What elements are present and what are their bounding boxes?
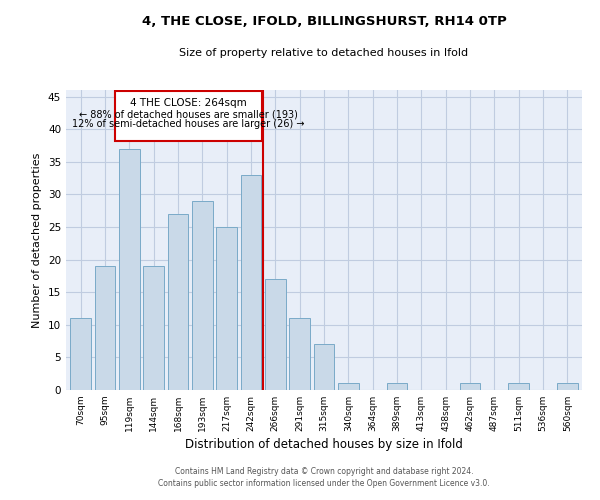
Bar bbox=[508, 384, 529, 390]
Bar bbox=[95, 266, 115, 390]
Text: 12% of semi-detached houses are larger (26) →: 12% of semi-detached houses are larger (… bbox=[72, 120, 305, 130]
Bar bbox=[241, 175, 262, 390]
Text: Contains public sector information licensed under the Open Government Licence v3: Contains public sector information licen… bbox=[158, 478, 490, 488]
Bar bbox=[338, 384, 359, 390]
Bar bbox=[70, 318, 91, 390]
Bar bbox=[143, 266, 164, 390]
Text: 4 THE CLOSE: 264sqm: 4 THE CLOSE: 264sqm bbox=[130, 98, 247, 108]
Text: 4, THE CLOSE, IFOLD, BILLINGSHURST, RH14 0TP: 4, THE CLOSE, IFOLD, BILLINGSHURST, RH14… bbox=[142, 15, 506, 28]
X-axis label: Distribution of detached houses by size in Ifold: Distribution of detached houses by size … bbox=[185, 438, 463, 451]
Text: Contains HM Land Registry data © Crown copyright and database right 2024.: Contains HM Land Registry data © Crown c… bbox=[175, 467, 473, 476]
Bar bbox=[167, 214, 188, 390]
Bar bbox=[386, 384, 407, 390]
Bar bbox=[314, 344, 334, 390]
Bar bbox=[289, 318, 310, 390]
Bar bbox=[216, 227, 237, 390]
Text: Size of property relative to detached houses in Ifold: Size of property relative to detached ho… bbox=[179, 48, 469, 58]
Bar bbox=[115, 92, 262, 141]
Bar bbox=[265, 279, 286, 390]
Bar bbox=[557, 384, 578, 390]
Text: ← 88% of detached houses are smaller (193): ← 88% of detached houses are smaller (19… bbox=[79, 110, 298, 120]
Bar bbox=[119, 148, 140, 390]
Bar bbox=[192, 201, 212, 390]
Y-axis label: Number of detached properties: Number of detached properties bbox=[32, 152, 43, 328]
Bar bbox=[460, 384, 481, 390]
